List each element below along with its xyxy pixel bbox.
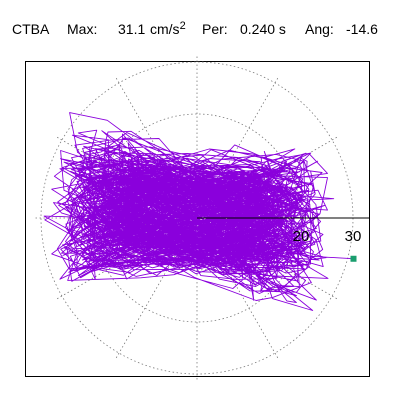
period-label: Per: xyxy=(202,21,228,37)
max-unit-base: cm/s xyxy=(150,21,180,37)
period-value: 0.240 s xyxy=(240,21,286,37)
axis-layer: 20 30 xyxy=(197,217,370,245)
angle-value: -14.6 xyxy=(346,21,378,37)
max-unit: cm/s2 xyxy=(150,20,186,39)
max-amplitude-marker xyxy=(350,255,357,262)
radial-tick-label-30: 30 xyxy=(345,228,362,245)
max-label: Max: xyxy=(67,21,98,37)
motion-trace xyxy=(43,112,354,311)
radial-tick-label-20: 20 xyxy=(293,228,310,245)
grid-spoke-240 xyxy=(115,217,198,359)
max-unit-exponent: 2 xyxy=(179,20,186,32)
angle-label: Ang: xyxy=(305,21,334,37)
grid-spoke-210 xyxy=(56,217,198,300)
station-code: CTBA xyxy=(12,21,50,37)
grid-spoke-300 xyxy=(196,217,279,359)
grid-spoke-60 xyxy=(196,77,279,219)
max-value: 31.1 xyxy=(118,21,146,37)
chart-header: CTBA Max: 31.1 cm/s2 Per: 0.240 s Ang: -… xyxy=(0,14,400,38)
trace-layer xyxy=(43,112,354,311)
marker-layer xyxy=(350,255,357,262)
